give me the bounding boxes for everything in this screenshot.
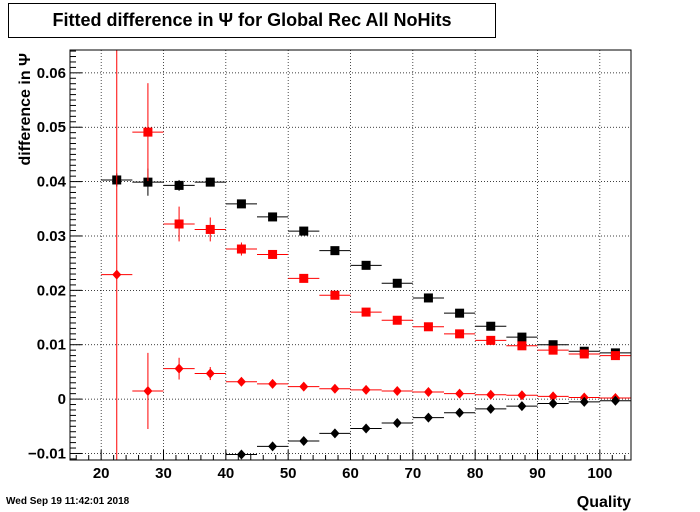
data-point — [361, 260, 371, 270]
data-point — [361, 307, 371, 317]
timestamp: Wed Sep 19 11:42:01 2018 — [6, 496, 130, 507]
chart-title: Fitted difference in Ψ for Global Rec Al… — [8, 3, 496, 38]
data-point — [205, 224, 215, 234]
y-tick-label: 0.01 — [37, 337, 66, 354]
x-tick-label: 30 — [155, 465, 172, 482]
data-point — [205, 177, 215, 187]
series-3 — [225, 395, 631, 460]
data-point — [174, 219, 184, 229]
data-point — [423, 322, 433, 332]
data-point — [392, 315, 402, 325]
data-point — [236, 449, 246, 460]
data-point — [423, 412, 433, 423]
data-point — [486, 321, 496, 331]
data-point — [143, 127, 153, 137]
data-point — [330, 246, 340, 256]
x-tick-label: 80 — [467, 465, 484, 482]
data-point — [548, 345, 558, 355]
y-axis-label: difference in Ψ — [17, 53, 34, 166]
y-tick-label: 0 — [58, 391, 66, 408]
data-point — [268, 249, 278, 259]
data-point — [299, 381, 309, 392]
series-2 — [101, 50, 631, 460]
data-point — [486, 389, 496, 400]
data-point — [112, 269, 122, 280]
x-tick-label: 50 — [280, 465, 297, 482]
data-point — [517, 390, 527, 401]
data-point — [486, 403, 496, 414]
y-tick-label: 0.05 — [37, 119, 66, 136]
data-point — [268, 441, 278, 452]
data-point — [579, 349, 589, 359]
x-tick-label: 100 — [587, 465, 612, 482]
x-tick-label: 90 — [529, 465, 546, 482]
data-point — [517, 332, 527, 342]
grid — [70, 50, 631, 460]
data-point — [517, 341, 527, 351]
data-point — [455, 407, 465, 418]
y-tick-label: 0.06 — [37, 65, 66, 82]
data-point — [455, 388, 465, 399]
data-point — [330, 383, 340, 394]
y-tick-label: 0.04 — [37, 174, 67, 191]
axes: 20 30 40 50 60 70 80 90 100 −0.01 0 0.01 0.02 0.03 0.0… — [28, 50, 626, 482]
series-layer — [101, 50, 631, 460]
data-point — [361, 423, 371, 434]
data-point — [143, 385, 153, 396]
data-point — [423, 387, 433, 398]
data-point — [174, 180, 184, 190]
data-point — [236, 199, 246, 209]
x-axis-label: Quality — [577, 494, 631, 511]
data-point — [392, 418, 402, 429]
y-tick-label: 0.03 — [37, 228, 66, 245]
x-tick-label: 20 — [93, 465, 110, 482]
data-point — [205, 368, 215, 379]
data-point — [299, 226, 309, 236]
y-tick-label: 0.02 — [37, 282, 66, 299]
series-1 — [132, 83, 631, 361]
data-point — [610, 351, 620, 361]
data-point — [610, 395, 620, 406]
data-point — [548, 340, 558, 350]
data-point — [548, 398, 558, 409]
x-tick-label: 70 — [404, 465, 421, 482]
data-point — [143, 177, 153, 187]
data-point — [268, 212, 278, 222]
data-point — [579, 396, 589, 407]
x-tick-label: 60 — [342, 465, 359, 482]
series-0 — [101, 168, 631, 358]
data-point — [236, 244, 246, 254]
data-point — [174, 363, 184, 374]
data-point — [236, 376, 246, 387]
data-point — [392, 385, 402, 396]
data-point — [517, 401, 527, 412]
data-point — [299, 273, 309, 283]
data-point — [455, 329, 465, 339]
data-point — [455, 308, 465, 318]
y-tick-label: −0.01 — [28, 445, 66, 462]
data-point — [299, 435, 309, 446]
data-point — [330, 290, 340, 300]
data-point — [330, 428, 340, 439]
data-point — [361, 384, 371, 395]
data-point — [548, 391, 558, 402]
x-tick-label: 40 — [217, 465, 234, 482]
data-point — [486, 335, 496, 345]
data-point — [268, 378, 278, 389]
data-point — [423, 293, 433, 303]
data-point — [392, 278, 402, 288]
